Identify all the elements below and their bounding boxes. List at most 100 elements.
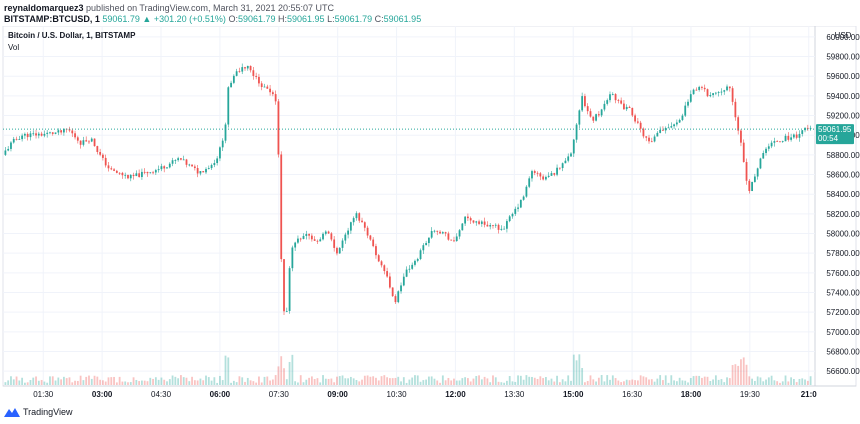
- candle-body: [29, 133, 32, 138]
- candle-body: [252, 70, 255, 76]
- volume-bar: [567, 375, 570, 385]
- volume-bar: [556, 375, 558, 385]
- volume-bar: [650, 379, 653, 385]
- candle-body: [714, 92, 717, 94]
- candle-body: [653, 136, 656, 142]
- candle-body: [416, 258, 419, 261]
- volume-bar: [277, 366, 280, 385]
- candle-body: [447, 233, 450, 240]
- author-name[interactable]: reynaldomarquez3: [4, 3, 84, 13]
- candle-body: [740, 130, 742, 143]
- candle-body: [347, 230, 349, 235]
- candle-body: [63, 128, 65, 133]
- candle-body: [709, 95, 712, 97]
- volume-bar: [280, 356, 283, 385]
- volume-bar: [480, 379, 483, 385]
- candle-body: [561, 163, 564, 169]
- volume-bar: [695, 375, 698, 385]
- volume-bar: [29, 380, 32, 385]
- volume-bar: [330, 378, 333, 385]
- candle-body: [344, 234, 347, 241]
- candle-body: [528, 178, 531, 187]
- candle-body: [620, 100, 623, 104]
- volume-bar: [205, 375, 207, 385]
- currency-label: USD: [835, 31, 852, 40]
- volume-bar: [57, 377, 60, 385]
- volume-bar: [319, 382, 322, 385]
- candle-body: [363, 222, 366, 228]
- candle-body: [642, 128, 645, 137]
- candle-body: [232, 75, 235, 83]
- close-label: C:: [374, 14, 384, 24]
- candle-body: [372, 239, 375, 247]
- volume-bar: [514, 381, 517, 385]
- candle-body: [737, 117, 740, 131]
- price-axis[interactable]: 56600.00 56800.00 57000.00 57200.00 57400.00…: [826, 33, 860, 376]
- y-tick-label: 57600.00: [826, 269, 860, 278]
- time-axis[interactable]: 01:30 03:00 04:30 06:00 07:30 09:00 10:30 12:00…: [33, 390, 817, 399]
- volume-bar: [416, 375, 419, 385]
- volume-bar: [508, 375, 511, 385]
- candle-body: [255, 75, 258, 77]
- volume-bar: [43, 381, 46, 385]
- volume-bar: [40, 379, 43, 385]
- candle-body: [338, 247, 341, 254]
- candle-body: [575, 124, 578, 140]
- candle-body: [776, 141, 779, 142]
- candle-body: [49, 132, 51, 134]
- candle-body: [611, 94, 614, 95]
- candle-body: [327, 231, 330, 234]
- x-tick-label: 03:00: [92, 390, 113, 399]
- candle-body: [266, 86, 269, 89]
- price-chart[interactable]: 56600.00 56800.00 57000.00 57200.00 57400.00…: [0, 26, 860, 404]
- open-value: 59061.79: [237, 14, 276, 24]
- candle-body: [475, 221, 478, 223]
- candle-body: [246, 65, 249, 69]
- candle-body: [492, 225, 494, 226]
- volume-bar: [642, 376, 645, 385]
- volume-bar: [263, 376, 266, 385]
- candle-body: [500, 228, 503, 230]
- volume-bar: [698, 375, 701, 385]
- volume-bar: [503, 382, 506, 385]
- footer-brand[interactable]: TradingView: [4, 407, 73, 417]
- volume-bar: [631, 379, 634, 385]
- volume-bar: [166, 381, 168, 385]
- volume-bar: [113, 376, 115, 385]
- candle-body: [773, 141, 776, 143]
- volume-bar: [684, 380, 687, 385]
- low-label: L:: [327, 14, 335, 24]
- candle-body: [770, 142, 773, 147]
- candle-body: [809, 127, 812, 129]
- candle-body: [806, 127, 809, 129]
- candle-body: [74, 133, 76, 138]
- candle-body: [673, 124, 675, 127]
- candle-body: [539, 173, 542, 177]
- volume-bar: [10, 376, 12, 385]
- last-price: 59061.79: [102, 14, 140, 24]
- volume-bar: [372, 376, 375, 385]
- candle-body: [308, 234, 310, 236]
- x-tick-label: 09:00: [327, 390, 348, 399]
- candle-body: [366, 227, 369, 236]
- candle-body: [310, 235, 313, 240]
- candle-body: [478, 221, 480, 224]
- candle-body: [558, 167, 561, 169]
- volume-bar: [405, 382, 408, 385]
- volume-bar: [302, 382, 305, 385]
- volume-bar: [249, 380, 252, 385]
- volume-bar: [790, 377, 793, 385]
- volume-bar: [93, 375, 96, 385]
- volume-bar: [519, 375, 522, 385]
- candle-body: [113, 169, 115, 171]
- volume-bar: [283, 368, 285, 385]
- volume-bar: [453, 378, 455, 385]
- volume-bar: [244, 381, 246, 385]
- volume-bar: [570, 380, 572, 385]
- candle-body: [439, 231, 441, 234]
- volume-bar: [221, 380, 224, 385]
- candle-body: [675, 122, 678, 125]
- candle-body: [288, 268, 291, 311]
- candle-body: [355, 213, 358, 219]
- candle-body: [511, 213, 514, 217]
